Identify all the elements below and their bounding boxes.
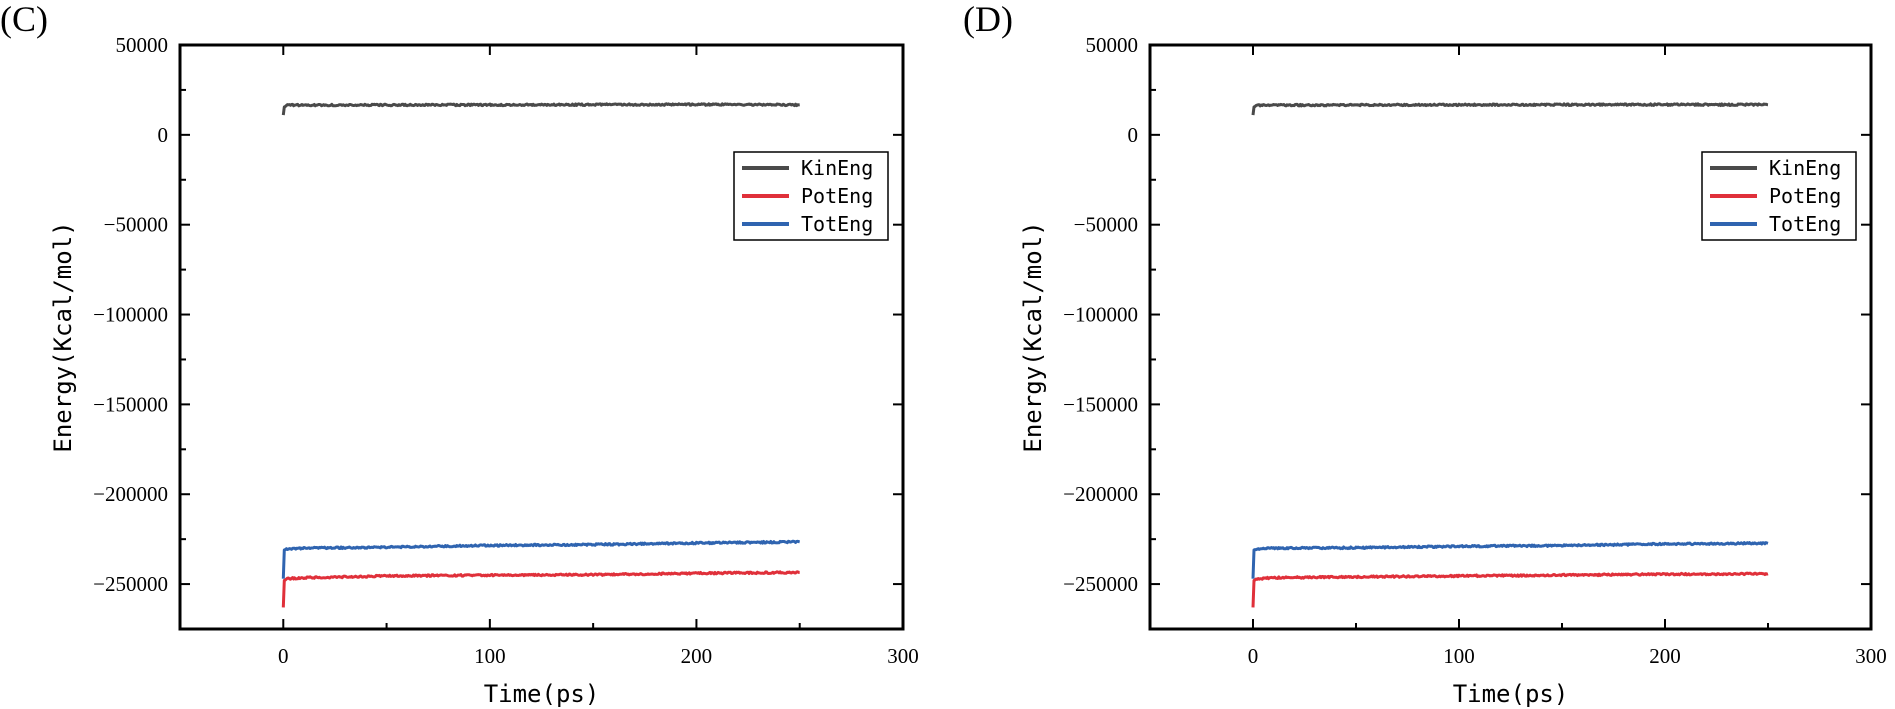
x-tick-label: 300 — [887, 644, 919, 668]
plot-frame — [1148, 43, 1873, 631]
y-tick-label: −200000 — [93, 482, 168, 506]
y-tick-label: 50000 — [116, 33, 169, 57]
plot-frame — [178, 43, 905, 631]
legend-label-poteng: PotEng — [1769, 184, 1841, 208]
x-tick-label: 200 — [681, 644, 713, 668]
series-line-poteng — [281, 570, 801, 608]
y-axis-title: Energy(Kcal/mol) — [49, 221, 77, 452]
x-tick-label: 200 — [1649, 644, 1681, 668]
legend-label-kineng: KinEng — [801, 156, 873, 180]
panel-label: (C) — [0, 0, 48, 39]
series-line-poteng — [1251, 571, 1769, 608]
x-axis-title: Time(ps) — [1453, 680, 1569, 708]
series-line-toteng — [1251, 541, 1769, 579]
legend-label-toteng: TotEng — [801, 212, 873, 236]
y-tick-label: −100000 — [93, 303, 168, 327]
legend-label-kineng: KinEng — [1769, 156, 1841, 180]
series-line-kineng — [1251, 102, 1769, 116]
panel-label: (D) — [963, 0, 1013, 39]
x-tick-label: 100 — [474, 644, 506, 668]
series-line-kineng — [281, 102, 801, 116]
y-tick-label: −100000 — [1063, 303, 1138, 327]
legend-label-toteng: TotEng — [1769, 212, 1841, 236]
legend-label-poteng: PotEng — [801, 184, 873, 208]
y-tick-label: −150000 — [1063, 392, 1138, 416]
y-tick-label: −150000 — [93, 392, 168, 416]
y-tick-label: −50000 — [104, 213, 168, 237]
x-tick-label: 300 — [1855, 644, 1887, 668]
y-tick-label: −250000 — [93, 572, 168, 596]
y-tick-label: 50000 — [1086, 33, 1139, 57]
y-tick-label: 0 — [158, 123, 169, 147]
y-tick-label: 0 — [1128, 123, 1139, 147]
y-tick-label: −250000 — [1063, 572, 1138, 596]
x-tick-label: 0 — [278, 644, 289, 668]
y-tick-label: −50000 — [1074, 213, 1138, 237]
y-tick-label: −200000 — [1063, 482, 1138, 506]
x-tick-label: 100 — [1443, 644, 1475, 668]
y-axis-title: Energy(Kcal/mol) — [1019, 221, 1047, 452]
x-tick-label: 0 — [1248, 644, 1259, 668]
x-axis-title: Time(ps) — [484, 680, 600, 708]
series-line-toteng — [281, 539, 801, 579]
